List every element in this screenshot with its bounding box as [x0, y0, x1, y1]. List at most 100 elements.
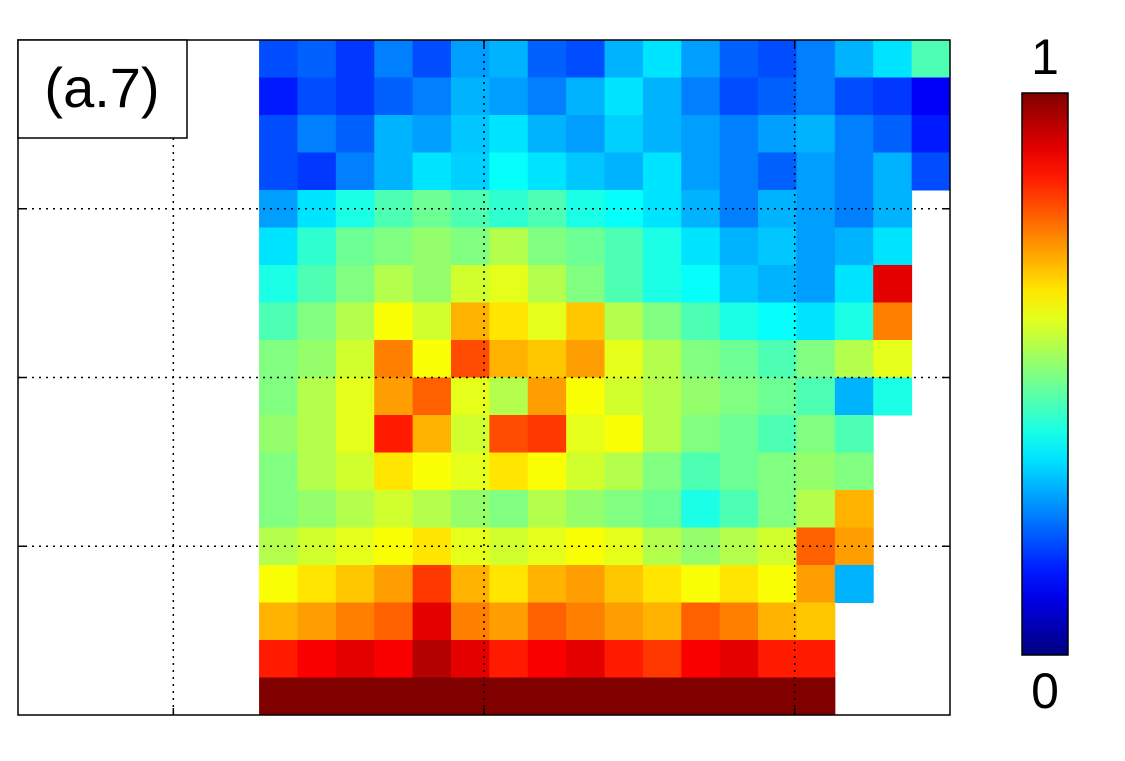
- heatmap-cell: [681, 377, 721, 416]
- heatmap-cell: [796, 377, 836, 416]
- heatmap-cell: [642, 377, 682, 416]
- heatmap-cell: [412, 77, 452, 116]
- heatmap-cell: [758, 40, 797, 78]
- heatmap-cell: [911, 152, 951, 191]
- heatmap-cell: [604, 452, 644, 491]
- heatmap-cell: [758, 77, 797, 116]
- heatmap-cell: [527, 415, 567, 453]
- heatmap-cell: [527, 565, 567, 603]
- heatmap-cell: [719, 227, 759, 266]
- heatmap-cell: [834, 377, 874, 416]
- heatmap-cell: [374, 415, 414, 453]
- heatmap-cell: [758, 677, 797, 716]
- heatmap-cell: [834, 490, 874, 528]
- heatmap-cell: [642, 602, 682, 641]
- heatmap-cell: [259, 677, 298, 716]
- heatmap-cell: [873, 377, 913, 416]
- heatmap-cell: [489, 602, 529, 641]
- heatmap-cell: [412, 602, 452, 641]
- heatmap-cell: [527, 377, 567, 416]
- heatmap-cell: [796, 452, 836, 491]
- heatmap-cell: [566, 490, 606, 528]
- heatmap-cell: [796, 115, 836, 153]
- heatmap-cell: [374, 340, 414, 378]
- heatmap-cell: [489, 377, 529, 416]
- heatmap-cell: [873, 302, 913, 341]
- heatmap-cell: [489, 640, 529, 678]
- heatmap-cell: [374, 302, 414, 341]
- heatmap-cell: [335, 302, 375, 341]
- heatmap-cell: [796, 415, 836, 453]
- heatmap-cell: [681, 490, 721, 528]
- heatmap-cell: [527, 77, 567, 116]
- heatmap-cell: [873, 115, 913, 153]
- heatmap-cell: [489, 452, 529, 491]
- heatmap-cell: [719, 640, 759, 678]
- heatmap-cell: [335, 565, 375, 603]
- heatmap-cell: [758, 415, 797, 453]
- heatmap-cell: [374, 565, 414, 603]
- heatmap-cell: [451, 452, 490, 491]
- heatmap-cell: [796, 227, 836, 266]
- heatmap-cell: [374, 227, 414, 266]
- heatmap-cell: [489, 302, 529, 341]
- heatmap-cell: [758, 265, 797, 303]
- heatmap-cell: [259, 77, 298, 116]
- heatmap-cell: [758, 152, 797, 191]
- heatmap-cell: [527, 190, 567, 228]
- heatmap-cell: [642, 77, 682, 116]
- heatmap-cell: [719, 77, 759, 116]
- heatmap-cell: [566, 152, 606, 191]
- heatmap-cell: [758, 190, 797, 228]
- heatmap-cell: [566, 340, 606, 378]
- heatmap-cell: [681, 640, 721, 678]
- heatmap-cell: [335, 227, 375, 266]
- plot-frame: [17, 39, 951, 716]
- heatmap-cell: [604, 77, 644, 116]
- heatmap-cell: [374, 152, 414, 191]
- colorbar-tick-label: 1: [1031, 29, 1059, 85]
- heatmap-cell: [758, 377, 797, 416]
- heatmap-cell: [412, 152, 452, 191]
- heatmap-cell: [259, 152, 298, 191]
- heatmap-cell: [297, 265, 337, 303]
- heatmap-cell: [297, 152, 337, 191]
- heatmap-cell: [642, 40, 682, 78]
- heatmap-cell: [566, 602, 606, 641]
- heatmap-cell: [796, 77, 836, 116]
- heatmap-cell: [719, 152, 759, 191]
- heatmap-cell: [719, 490, 759, 528]
- heatmap-cell: [642, 340, 682, 378]
- heatmap-cell: [719, 377, 759, 416]
- heatmap-cell: [527, 227, 567, 266]
- heatmap-cell: [489, 40, 529, 78]
- heatmap-cell: [297, 602, 337, 641]
- heatmap-cell: [719, 565, 759, 603]
- heatmap-cell: [259, 490, 298, 528]
- heatmap-cell: [335, 152, 375, 191]
- heatmap-cell: [796, 602, 836, 641]
- heatmap-cell: [335, 340, 375, 378]
- heatmap-cell: [566, 452, 606, 491]
- heatmap-cell: [297, 640, 337, 678]
- heatmap-cell: [796, 340, 836, 378]
- heatmap-cell: [527, 152, 567, 191]
- heatmap-cell: [335, 40, 375, 78]
- heatmap-cell: [412, 115, 452, 153]
- heatmap-cell: [489, 115, 529, 153]
- heatmap-cell: [489, 227, 529, 266]
- heatmap-cell: [758, 302, 797, 341]
- heatmap-cell: [719, 40, 759, 78]
- heatmap-cell: [451, 265, 490, 303]
- heatmap-cell: [796, 490, 836, 528]
- heatmap-cell: [297, 452, 337, 491]
- heatmap-cell: [834, 115, 874, 153]
- heatmap-cell: [259, 452, 298, 491]
- heatmap-cell: [297, 527, 337, 566]
- heatmap-cell: [451, 115, 490, 153]
- heatmap-cell: [335, 77, 375, 116]
- heatmap-cell: [911, 77, 951, 116]
- heatmap-cell: [259, 565, 298, 603]
